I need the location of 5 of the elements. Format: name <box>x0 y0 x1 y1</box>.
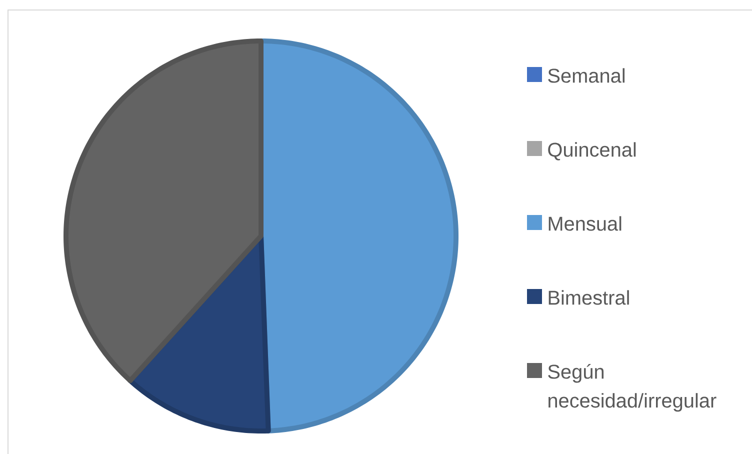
legend-label: Bimestral <box>548 290 629 305</box>
legend-label: Quincenal <box>548 142 636 160</box>
legend-label: Semanal <box>548 68 624 83</box>
legend-label: Según necesidad/irregular <box>548 364 716 412</box>
legend-label: Mensual <box>548 216 622 231</box>
